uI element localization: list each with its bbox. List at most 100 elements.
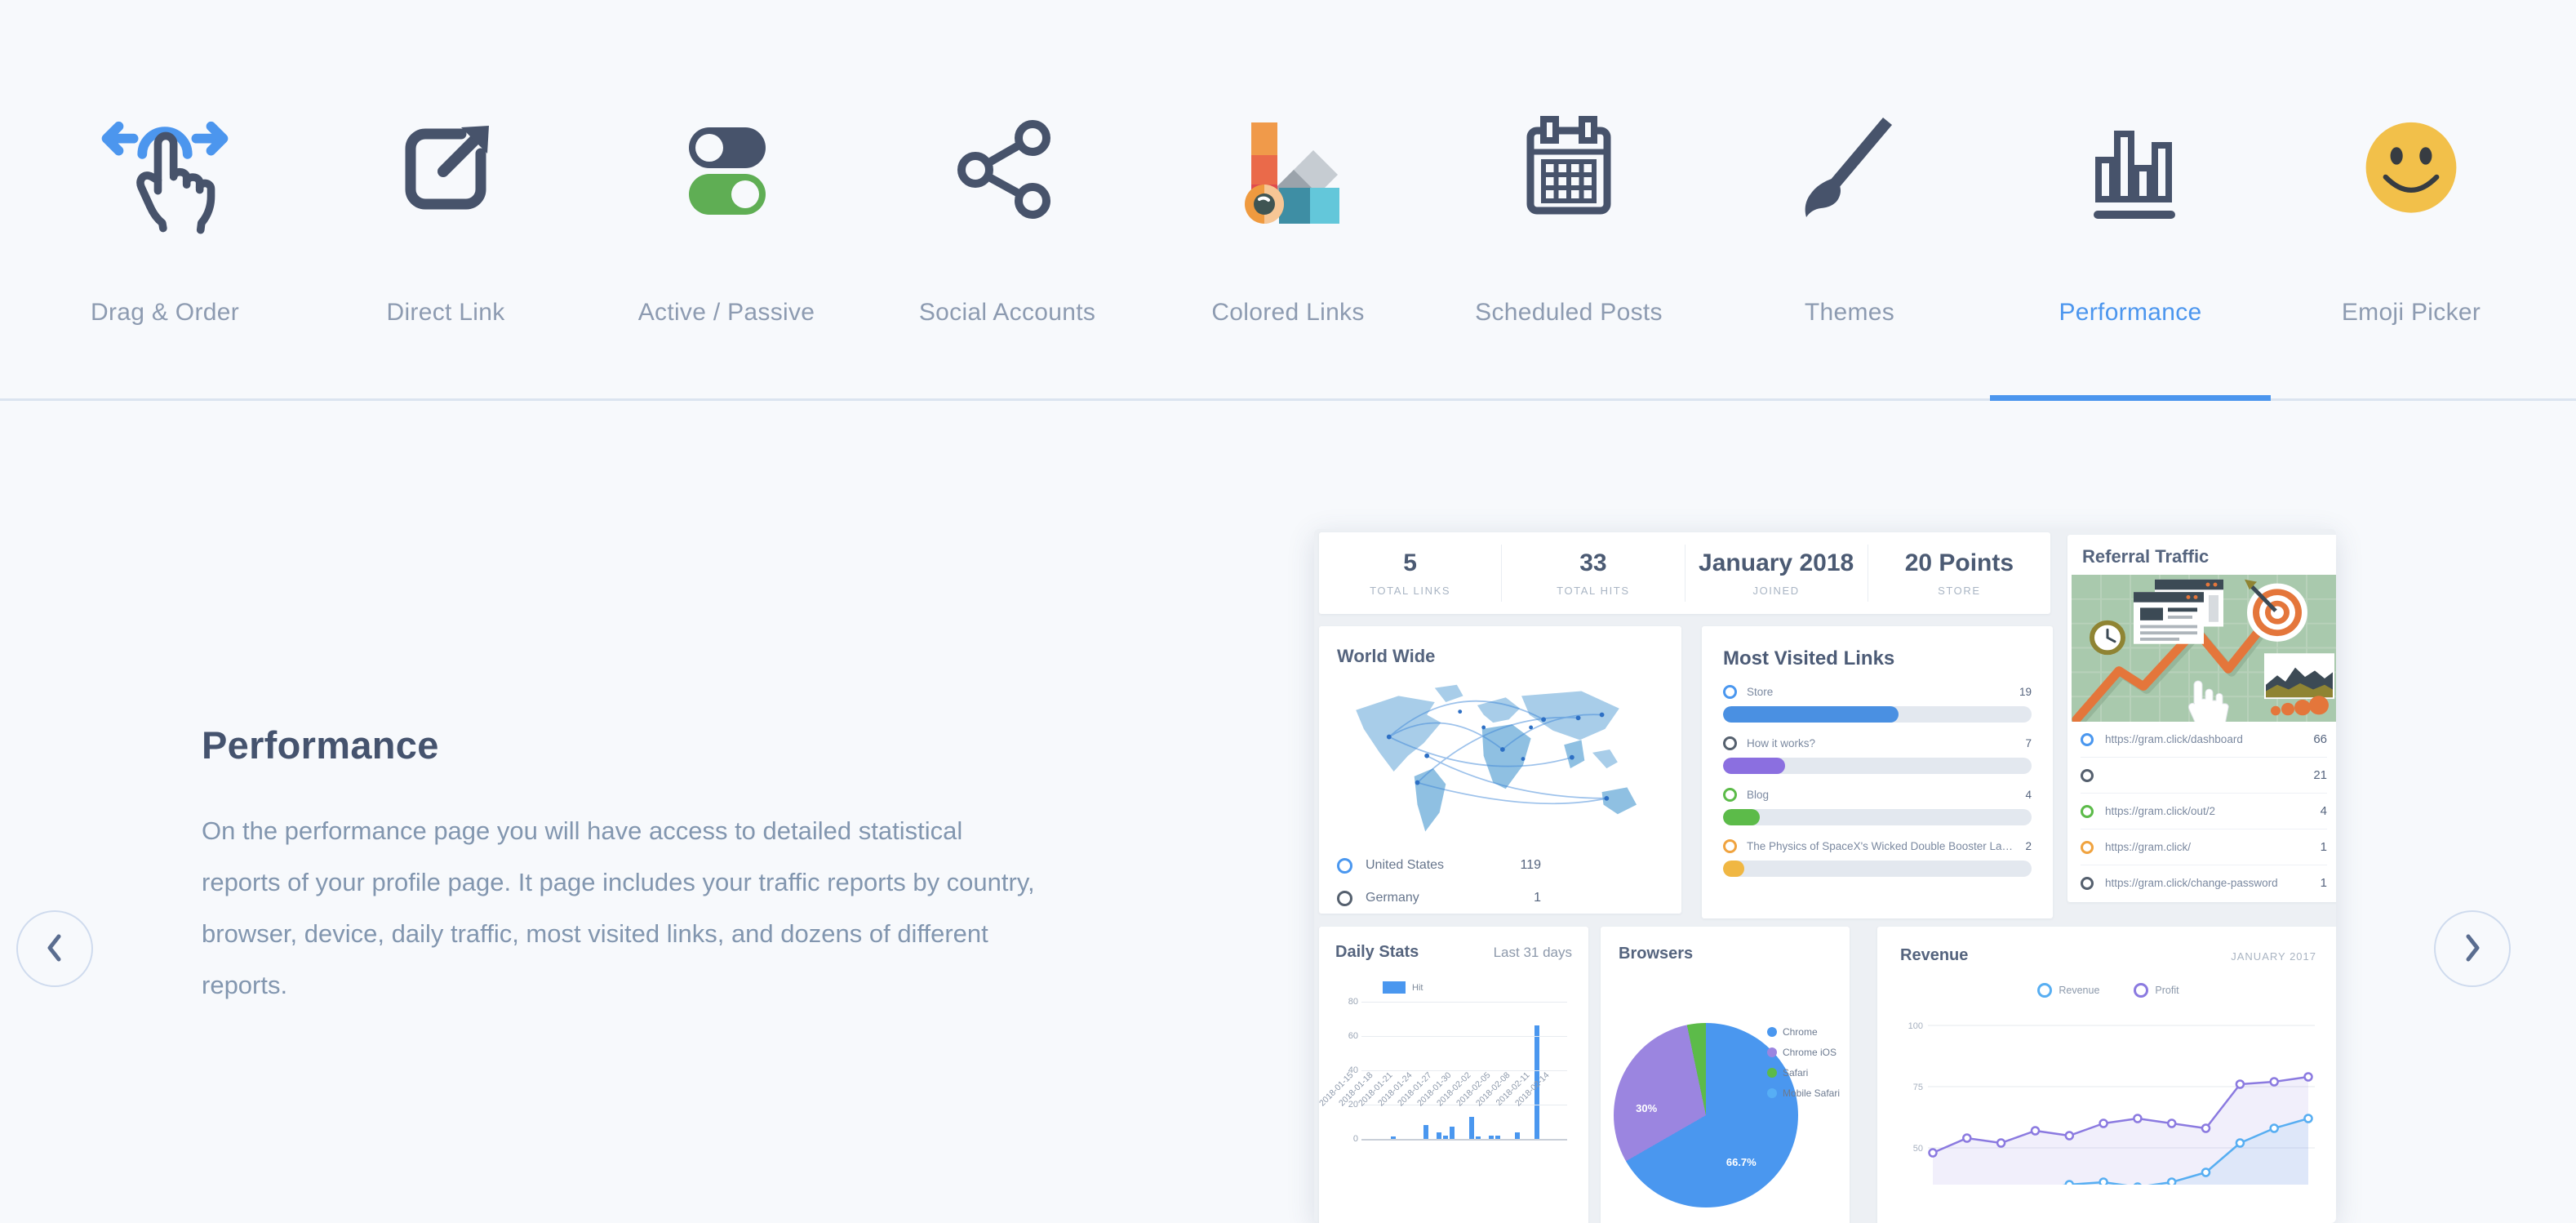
nav-item-social-accounts[interactable]: Social Accounts [867, 0, 1148, 398]
browser-legend-mobile-safari: Mobile Safari [1766, 1083, 1840, 1103]
nav-item-direct-link[interactable]: Direct Link [305, 0, 586, 398]
gridline [1361, 1139, 1567, 1141]
country-row-germany: Germany 1 [1337, 882, 1663, 914]
stat-label: TOTAL HITS [1557, 585, 1630, 597]
revenue-line-chart: 100 75 50 [1900, 1009, 2316, 1202]
visited-link-label: Blog [1747, 789, 1770, 801]
referral-marker-icon [2081, 876, 2094, 890]
drag-order-icon [95, 44, 235, 294]
referral-marker-icon [2081, 840, 2094, 854]
nav-item-drag-order[interactable]: Drag & Order [24, 0, 305, 398]
visited-link-head: The Physics of SpaceX's Wicked Double Bo… [1723, 839, 2032, 853]
visited-link-value: 2 [2025, 840, 2032, 852]
referral-traffic-card: Referral Traffic [2067, 535, 2336, 902]
stat-store: 20 Points STORE [1867, 545, 2050, 602]
referral-row: https://gram.click/change-password 1 [2081, 865, 2327, 901]
y-axis-tick: 60 [1348, 1031, 1358, 1041]
daily-bar [1469, 1116, 1474, 1139]
referral-traffic-rows: https://gram.click/dashboard 66 21 https://… [2067, 722, 2336, 901]
feature-heading: Performance [202, 723, 439, 767]
referral-url: https://gram.click/change-password [2105, 877, 2278, 889]
browser-legend-chrome: Chrome [1766, 1021, 1840, 1042]
smiley-icon [2356, 44, 2466, 294]
referral-marker-icon [2081, 768, 2094, 782]
visited-link-bar-track [1723, 706, 2032, 723]
nav-item-label: Colored Links [1211, 299, 1365, 326]
pie-slice-label: 66.7% [1725, 1155, 1757, 1168]
visited-link-head: Store 19 [1723, 685, 2032, 699]
carousel-prev-button[interactable] [16, 910, 93, 987]
gridline [1361, 1002, 1567, 1003]
legend-ring-icon [2037, 983, 2053, 998]
daily-stats-range: Last 31 days [1493, 945, 1572, 960]
browser-legend-safari: Safari [1766, 1062, 1840, 1083]
nav-item-scheduled-posts[interactable]: Scheduled Posts [1428, 0, 1709, 398]
world-wide-card: World Wide [1319, 626, 1681, 914]
legend-dot-icon [1766, 1047, 1777, 1057]
referral-row: https://gram.click/out/2 4 [2081, 793, 2327, 829]
revenue-legend-revenue: Revenue [2037, 983, 2099, 998]
referral-traffic-title: Referral Traffic [2082, 546, 2210, 567]
browser-legend-chrome-ios: Chrome iOS [1766, 1042, 1840, 1062]
daily-bar [1423, 1125, 1428, 1139]
nav-item-label: Themes [1804, 299, 1895, 326]
link-marker-icon [1723, 788, 1737, 802]
referral-value: 1 [2320, 840, 2327, 854]
carousel-next-button[interactable] [2434, 910, 2511, 987]
legend-ring-icon [2134, 983, 2149, 998]
visited-link-bar-track [1723, 809, 2032, 825]
legend-dot-icon [1766, 1026, 1777, 1037]
nav-item-themes[interactable]: Themes [1709, 0, 1990, 398]
nav-item-performance[interactable]: Performance [1990, 0, 2271, 401]
country-marker-icon [1337, 890, 1352, 906]
nav-item-colored-links[interactable]: Colored Links [1148, 0, 1428, 398]
referral-url: https://gram.click/dashboard [2105, 733, 2243, 745]
referral-row: 21 [2081, 757, 2327, 793]
referral-value: 66 [2313, 732, 2327, 746]
daily-stats-legend: Hit [1383, 981, 1572, 994]
nav-item-active-passive[interactable]: Active / Passive [586, 0, 867, 398]
most-visited-rows: Store 19 How it works? 7 Blog 4 The Physics of… [1723, 685, 2032, 877]
world-wide-title: World Wide [1337, 646, 1436, 666]
nav-item-emoji-picker[interactable]: Emoji Picker [2271, 0, 2552, 398]
referral-value: 1 [2320, 876, 2327, 890]
nav-item-label: Social Accounts [918, 299, 1096, 326]
nav-item-label: Active / Passive [637, 299, 815, 326]
referral-value: 4 [2320, 804, 2327, 818]
nav-item-label: Emoji Picker [2341, 299, 2481, 326]
daily-stats-title: Daily Stats [1335, 943, 1419, 961]
browser-legend-label: Chrome iOS [1782, 1046, 1837, 1058]
svg-text:50: 50 [1913, 1144, 1923, 1154]
revenue-title: Revenue [1900, 946, 1969, 964]
referral-marker-icon [2081, 732, 2094, 746]
daily-bar [1476, 1136, 1481, 1139]
stat-label: TOTAL LINKS [1370, 585, 1451, 597]
link-marker-icon [1723, 736, 1737, 750]
feature-tabs: Drag & Order Direct Link Active / Passiv… [0, 0, 2576, 401]
y-axis-tick: 0 [1352, 1134, 1358, 1144]
visited-link-label: How it works? [1747, 737, 1816, 749]
color-swatches-icon [1227, 44, 1349, 294]
visited-link-bar-track [1723, 758, 2032, 774]
most-visited-links-card: Most Visited Links Store 19 How it works? 7… [1702, 626, 2053, 918]
stat-value: 5 [1403, 549, 1417, 576]
country-value: 119 [1520, 858, 1541, 872]
pie-slice-label: 30% [1636, 1102, 1658, 1115]
paintbrush-icon [1788, 44, 1911, 294]
stat-joined: January 2018 JOINED [1684, 545, 1868, 602]
visited-link-head: How it works? 7 [1723, 736, 2032, 750]
visited-link-value: 4 [2025, 789, 2032, 801]
referral-marker-icon [2081, 804, 2094, 818]
referral-url: https://gram.click/ [2105, 841, 2192, 853]
link-marker-icon [1723, 685, 1737, 699]
external-link-icon [384, 44, 507, 294]
y-axis-tick: 80 [1348, 997, 1358, 1007]
referral-url: https://gram.click/out/2 [2105, 805, 2216, 817]
daily-stats-x-axis: 2018-01-15 2018-01-18 2018-01-21 2018-01-24… [1317, 1070, 1588, 1127]
visited-link-bar-fill [1723, 809, 1761, 825]
visited-link-label: Store [1747, 686, 1774, 698]
daily-bar [1391, 1136, 1396, 1139]
country-row-united-states: United States 119 [1337, 849, 1663, 882]
daily-bar [1534, 1025, 1539, 1139]
referral-row: https://gram.click/dashboard 66 [2081, 722, 2327, 757]
